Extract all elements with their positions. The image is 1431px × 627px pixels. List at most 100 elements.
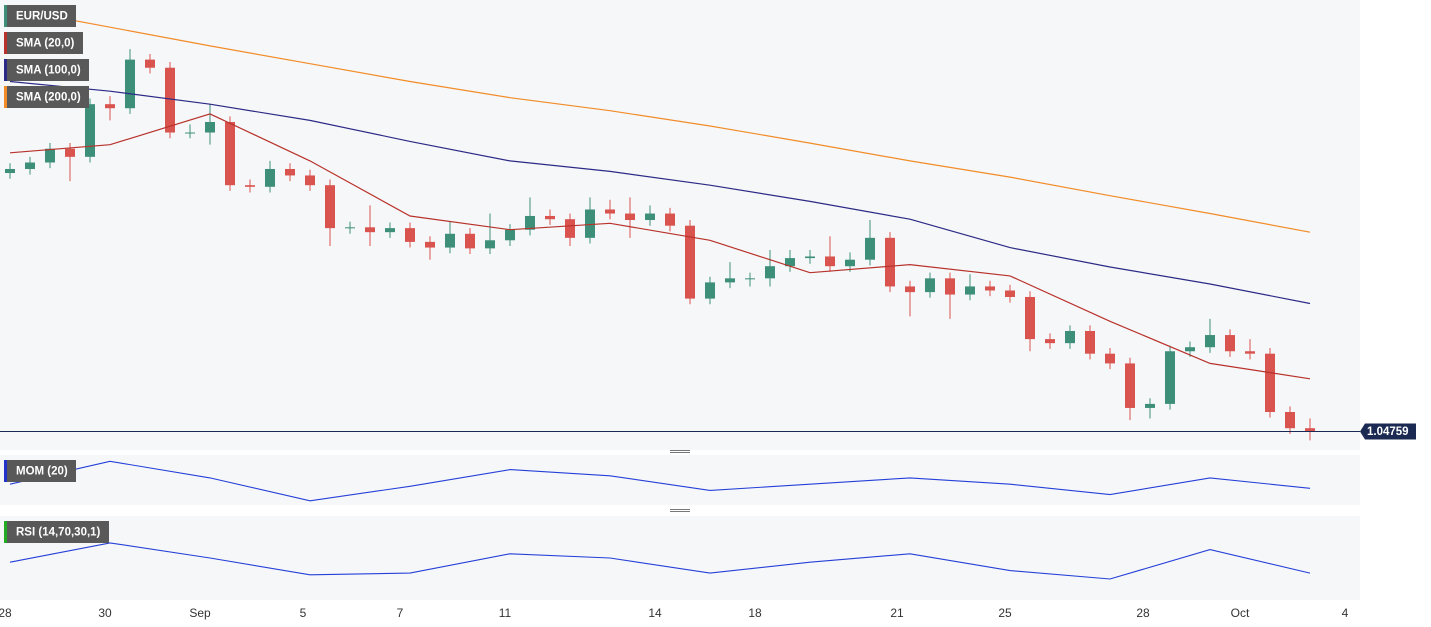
candle-body [1205,335,1215,348]
candle-body [105,104,115,109]
candle-body [1285,412,1295,429]
x-tick-label: 28 [1136,606,1150,620]
candle-body [285,168,295,176]
x-tick-label: 18 [748,606,762,620]
candle-body [125,59,135,109]
candle-body [1105,353,1115,364]
mom-panel [0,455,1360,505]
candle-body [1065,330,1075,344]
marks-layer [0,8,1360,580]
candle-body [785,258,795,267]
candle-body [745,278,755,280]
x-tick-label: 30 [98,606,112,620]
legend-label: SMA (100,0) [16,65,81,77]
sma-line [9,80,1311,305]
candle-body [385,228,395,233]
text-layer: 1.04759 EUR/USD SMA (20,0) SMA (100,0) SMA (… [0,5,1416,620]
x-tick-label: 7 [397,606,404,620]
candle-body [5,168,15,174]
x-tick-label: 25 [998,606,1012,620]
x-tick-label: 21 [890,606,904,620]
indicator-line [9,460,1311,502]
candle-body [65,148,75,157]
candle-body [825,256,835,267]
candle-body [1185,347,1195,352]
legend-label: MOM (20) [16,466,68,478]
x-tick-label: 4 [1342,606,1349,620]
candle-body [605,209,615,214]
sma-line [9,113,1311,380]
candle-body [405,228,415,242]
candle-body [1245,351,1255,354]
x-tick-label: Sep [189,606,211,620]
resize-handle[interactable] [670,509,690,512]
candle-body [325,185,335,229]
candle-body [465,233,475,249]
candle-body [805,256,815,259]
x-tick-label: Oct [1231,606,1250,620]
price-panel [0,0,1360,450]
candle-body [925,278,935,293]
x-tick-label: 28 [0,606,12,620]
legend-box [4,5,76,27]
x-tick-label: 5 [300,606,307,620]
candle-body [725,278,735,283]
legend-label: RSI (14,70,30,1) [16,527,101,539]
legend-swatch [4,5,7,27]
legend-label: EUR/USD [16,11,68,23]
candle-body [165,67,175,133]
x-tick-label: 14 [648,606,662,620]
candle-body [245,185,255,187]
last-price-tag [1360,423,1416,440]
candle-body [585,209,595,238]
legend-box [4,59,89,81]
candle-body [765,266,775,279]
candle-body [705,282,715,299]
candle-body [625,213,635,221]
candle-body [1005,290,1015,297]
candle-body [545,215,555,220]
candle-body [185,132,195,134]
candle-body [1225,335,1235,352]
legend-swatch [4,59,7,81]
candle-body [305,175,315,186]
rsi-panel [0,516,1360,600]
candle-body [525,215,535,230]
candle-body [965,286,975,295]
resize-handle[interactable] [670,450,690,453]
candle-body [565,219,575,238]
candle-body [25,162,35,169]
candle-body [45,148,55,163]
legend-label: SMA (200,0) [16,92,81,104]
candle-body [1165,351,1175,404]
candle-body [485,240,495,249]
legend-swatch [4,86,7,108]
candle-body [685,225,695,299]
candle-body [145,59,155,68]
candle-body [985,286,995,291]
indicator-line [9,542,1311,580]
candle-body [1305,428,1315,432]
candle-body [425,241,435,248]
candle-body [845,259,855,267]
legend-box [4,86,89,108]
sma-line [9,8,1311,233]
x-tick-label: 11 [499,606,512,620]
candle-body [885,237,895,287]
candle-body [225,121,235,186]
legend-swatch [4,32,7,54]
candle-body [1125,363,1135,408]
candle-body [345,227,355,229]
candle-body [645,213,655,221]
legend-swatch [4,460,7,482]
legend-box [4,32,83,54]
candle-body [365,227,375,233]
candle-body [1265,353,1275,413]
legend-label: SMA (20,0) [16,38,75,50]
candle-body [505,229,515,241]
candle-body [945,278,955,295]
candle-body [445,233,455,248]
candle-body [665,213,675,226]
